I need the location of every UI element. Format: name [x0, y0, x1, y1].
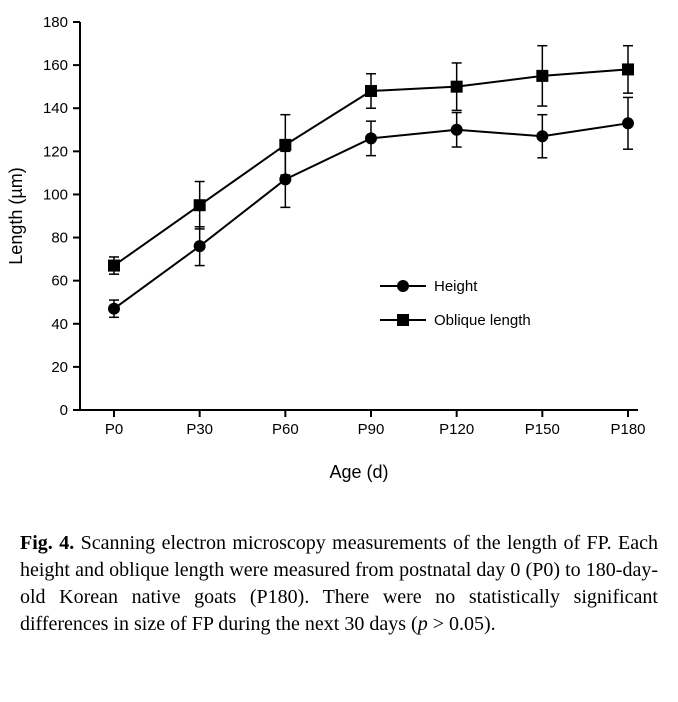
caption-label: Fig. 4. [20, 532, 74, 554]
caption-p: p [418, 613, 428, 635]
svg-text:P60: P60 [272, 421, 299, 438]
svg-text:20: 20 [51, 359, 68, 376]
caption-text-2: > 0.05). [428, 613, 496, 635]
svg-text:180: 180 [43, 14, 68, 31]
svg-text:P0: P0 [105, 421, 123, 438]
figure-container: 0 20 40 60 80 100 120 140 160 180 P0 P30 P60 P90 P120 P… [0, 0, 678, 658]
svg-text:60: 60 [51, 273, 68, 290]
svg-text:P90: P90 [358, 421, 385, 438]
svg-text:120: 120 [43, 143, 68, 160]
svg-text:P150: P150 [525, 421, 560, 438]
svg-text:Age (d): Age (d) [329, 462, 388, 482]
svg-text:140: 140 [43, 100, 68, 117]
svg-text:P180: P180 [610, 421, 645, 438]
svg-text:Length (µm): Length (µm) [6, 167, 26, 264]
figure-caption: Fig. 4. Scanning electron microscopy mea… [0, 520, 678, 658]
svg-text:P30: P30 [186, 421, 213, 438]
svg-text:40: 40 [51, 316, 68, 333]
svg-text:100: 100 [43, 186, 68, 203]
svg-text:0: 0 [60, 402, 68, 419]
svg-text:P120: P120 [439, 421, 474, 438]
svg-text:160: 160 [43, 57, 68, 74]
line-chart: 0 20 40 60 80 100 120 140 160 180 P0 P30 P60 P90 P120 P… [0, 0, 678, 520]
svg-text:Height: Height [434, 278, 478, 295]
svg-text:80: 80 [51, 230, 68, 247]
caption-text-1: Scanning electron microscopy measurement… [20, 532, 658, 635]
svg-text:Oblique length: Oblique length [434, 312, 531, 329]
